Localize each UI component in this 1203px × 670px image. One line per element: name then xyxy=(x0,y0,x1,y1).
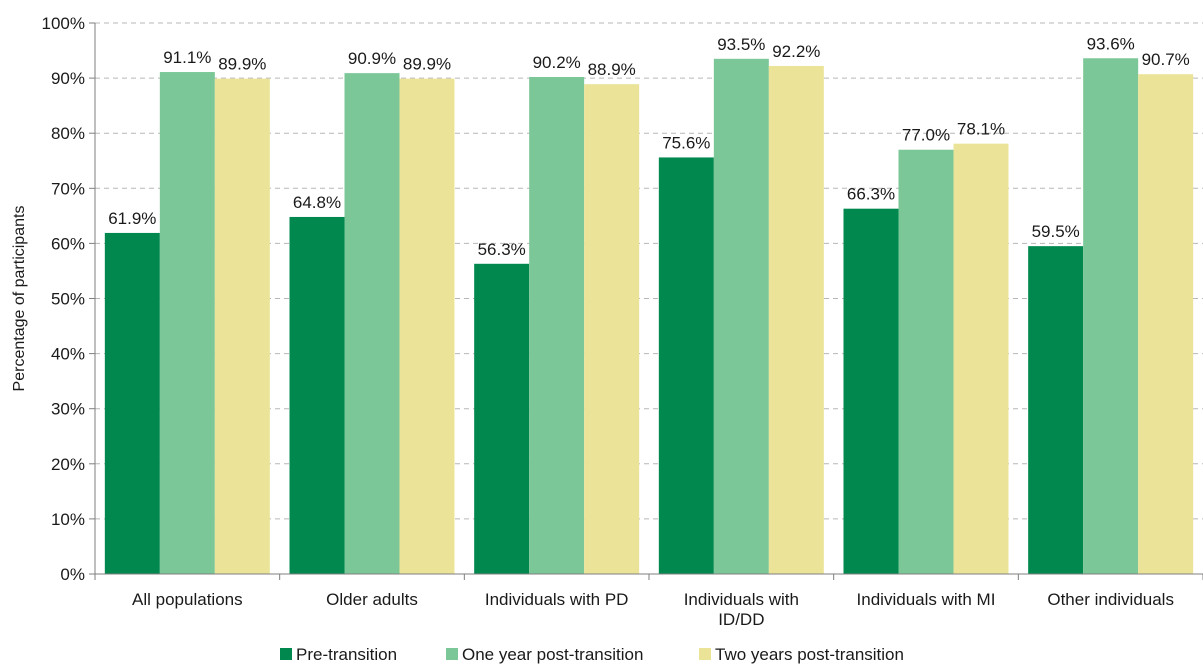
category-label: Other individuals xyxy=(1047,590,1174,609)
data-label: 92.2% xyxy=(772,42,820,61)
bar xyxy=(1083,58,1139,575)
data-label: 61.9% xyxy=(108,209,156,228)
category-label: All populations xyxy=(132,590,243,609)
legend-swatch xyxy=(446,648,458,660)
data-label: 56.3% xyxy=(478,240,526,259)
bar xyxy=(843,208,899,574)
data-label: 91.1% xyxy=(163,48,211,67)
data-label: 88.9% xyxy=(588,60,636,79)
bar xyxy=(1028,246,1084,574)
bar xyxy=(584,84,640,574)
y-tick-label: 70% xyxy=(51,179,85,198)
data-label: 90.7% xyxy=(1142,50,1190,69)
category-label: Older adults xyxy=(326,590,418,609)
bar xyxy=(1138,74,1194,575)
y-tick-label: 20% xyxy=(51,455,85,474)
y-tick-label: 10% xyxy=(51,510,85,529)
y-tick-label: 60% xyxy=(51,234,85,253)
data-label: 59.5% xyxy=(1032,222,1080,241)
bar xyxy=(344,73,400,575)
y-tick-label: 50% xyxy=(51,290,85,309)
data-label: 89.9% xyxy=(218,55,266,74)
category-label: Individuals with MI xyxy=(857,590,996,609)
category-label: Individuals with ID/DD xyxy=(684,590,799,629)
legend-swatch xyxy=(699,648,711,660)
category-label: Individuals with PD xyxy=(485,590,629,609)
bar xyxy=(399,78,455,574)
data-label: 75.6% xyxy=(662,133,710,152)
legend-swatch xyxy=(280,648,292,660)
bar xyxy=(898,149,954,575)
bar xyxy=(474,263,530,574)
legend-label: One year post-transition xyxy=(462,645,643,664)
bar xyxy=(658,157,714,574)
bar xyxy=(289,216,345,574)
data-label: 90.9% xyxy=(348,49,396,68)
bar xyxy=(713,58,769,574)
bar xyxy=(953,143,1009,574)
y-tick-label: 80% xyxy=(51,124,85,143)
y-tick-label: 100% xyxy=(42,14,85,33)
bar xyxy=(159,72,215,574)
legend-label: Two years post-transition xyxy=(715,645,904,664)
legend-label: Pre-transition xyxy=(296,645,397,664)
y-tick-label: 90% xyxy=(51,69,85,88)
data-label: 78.1% xyxy=(957,120,1005,139)
data-label: 64.8% xyxy=(293,193,341,212)
y-tick-label: 30% xyxy=(51,400,85,419)
data-label: 77.0% xyxy=(902,126,950,145)
bar xyxy=(529,76,585,575)
y-tick-label: 0% xyxy=(60,565,85,584)
data-label: 66.3% xyxy=(847,185,895,204)
data-label: 93.5% xyxy=(717,35,765,54)
bar xyxy=(214,78,270,574)
y-tick-label: 40% xyxy=(51,345,85,364)
y-axis-title: Percentage of participants xyxy=(11,206,28,392)
data-label: 93.6% xyxy=(1087,34,1135,53)
data-label: 90.2% xyxy=(533,53,581,72)
data-label: 89.9% xyxy=(403,55,451,74)
bar xyxy=(768,65,824,574)
bar xyxy=(104,232,160,574)
